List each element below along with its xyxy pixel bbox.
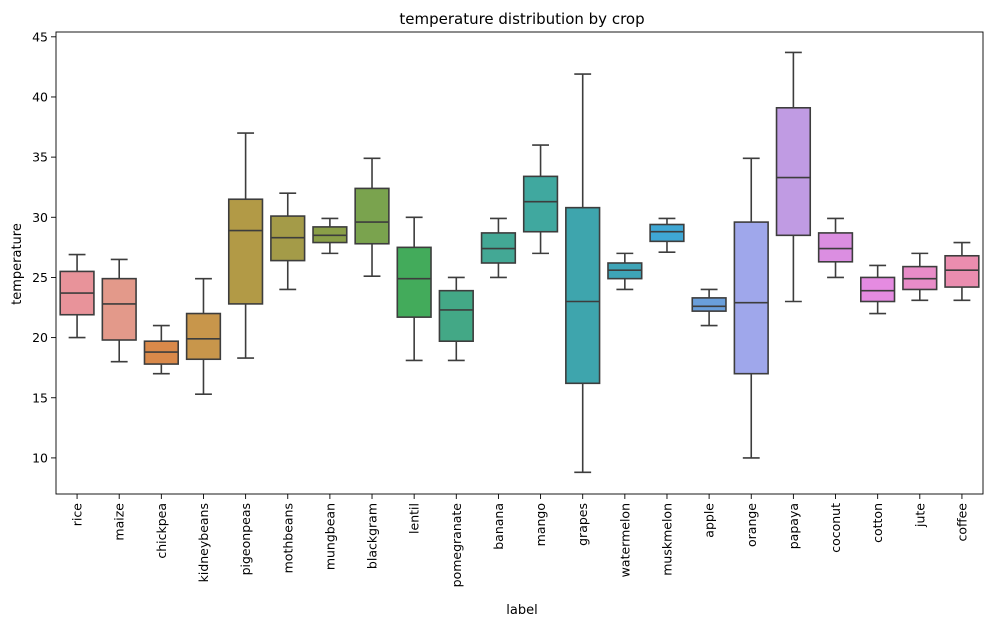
x-tick-label-blackgram: blackgram <box>365 503 380 569</box>
box-pigeonpeas <box>227 132 264 359</box>
box-mango <box>522 144 559 255</box>
x-tick-label-mothbeans: mothbeans <box>280 503 295 573</box>
box-coconut <box>817 217 854 279</box>
box-mungbean <box>312 217 348 255</box>
x-tick-label-maize: maize <box>112 503 127 541</box>
iqr-box <box>438 289 474 343</box>
box-lentil <box>396 216 432 362</box>
iqr-box <box>101 277 137 341</box>
iqr-box <box>733 221 769 375</box>
y-tick-label: 25 <box>32 270 48 285</box>
iqr-box <box>522 175 559 233</box>
iqr-box <box>775 106 812 237</box>
x-tick-label-cotton: cotton <box>870 503 885 543</box>
box-watermelon <box>607 252 643 291</box>
box-grapes <box>565 73 601 474</box>
y-tick-label: 15 <box>32 390 48 405</box>
box-maize <box>101 258 137 363</box>
y-tick-label: 35 <box>32 150 48 165</box>
iqr-box <box>185 312 222 361</box>
box-muskmelon <box>649 217 685 253</box>
x-tick-label-jute: jute <box>912 503 927 528</box>
iqr-box <box>396 246 432 318</box>
x-tick-label-papaya: papaya <box>786 503 801 549</box>
iqr-box <box>649 223 685 243</box>
x-tick-label-mango: mango <box>533 503 548 546</box>
iqr-box <box>227 198 264 305</box>
iqr-box <box>817 232 854 263</box>
plot-frame <box>55 31 984 495</box>
box-cotton <box>860 264 896 315</box>
box-pomegranate <box>438 276 474 362</box>
x-tick-label-chickpea: chickpea <box>154 503 169 559</box>
x-tick-label-coconut: coconut <box>828 503 843 553</box>
box-banana <box>480 217 517 279</box>
chart-title: temperature distribution by crop <box>399 10 644 28</box>
box-jute <box>902 252 938 302</box>
x-axis: rice maize chickpea kidneybeans pigeonpeas mo… <box>70 494 969 588</box>
x-tick-label-kidneybeans: kidneybeans <box>196 503 211 582</box>
box-blackgram <box>354 157 390 278</box>
x-tick-label-grapes: grapes <box>575 503 590 546</box>
box-mothbeans <box>270 192 306 291</box>
box-chickpea <box>143 324 179 375</box>
plot-area <box>59 51 980 474</box>
box-orange <box>733 157 769 459</box>
x-tick-label-mungbean: mungbean <box>322 503 337 570</box>
box-apple <box>691 288 727 327</box>
iqr-box <box>944 254 980 288</box>
iqr-box <box>354 187 390 245</box>
x-tick-label-muskmelon: muskmelon <box>659 503 674 576</box>
x-axis-label: label <box>506 603 537 618</box>
x-tick-label-coffee: coffee <box>954 503 969 542</box>
y-tick-label: 10 <box>32 450 48 465</box>
y-axis: 10 15 20 25 30 35 40 45 <box>32 29 56 465</box>
y-tick-label: 30 <box>32 210 48 225</box>
y-axis-label: temperature <box>10 223 25 305</box>
iqr-box <box>565 206 601 385</box>
iqr-box <box>860 276 896 303</box>
x-tick-label-pigeonpeas: pigeonpeas <box>238 503 253 575</box>
y-tick-label: 40 <box>32 89 48 104</box>
x-tick-label-orange: orange <box>744 503 759 547</box>
y-tick-label: 20 <box>32 330 48 345</box>
x-tick-label-rice: rice <box>70 503 85 526</box>
x-tick-label-lentil: lentil <box>407 503 422 534</box>
x-tick-label-apple: apple <box>702 503 717 538</box>
box-papaya <box>775 51 812 303</box>
x-tick-label-pomegranate: pomegranate <box>449 503 464 588</box>
x-tick-label-banana: banana <box>491 503 506 550</box>
box-kidneybeans <box>185 277 222 395</box>
iqr-box <box>691 297 727 312</box>
y-tick-label: 45 <box>32 29 48 44</box>
x-tick-label-watermelon: watermelon <box>617 503 632 577</box>
box-rice <box>59 253 95 339</box>
box-coffee <box>944 241 980 302</box>
